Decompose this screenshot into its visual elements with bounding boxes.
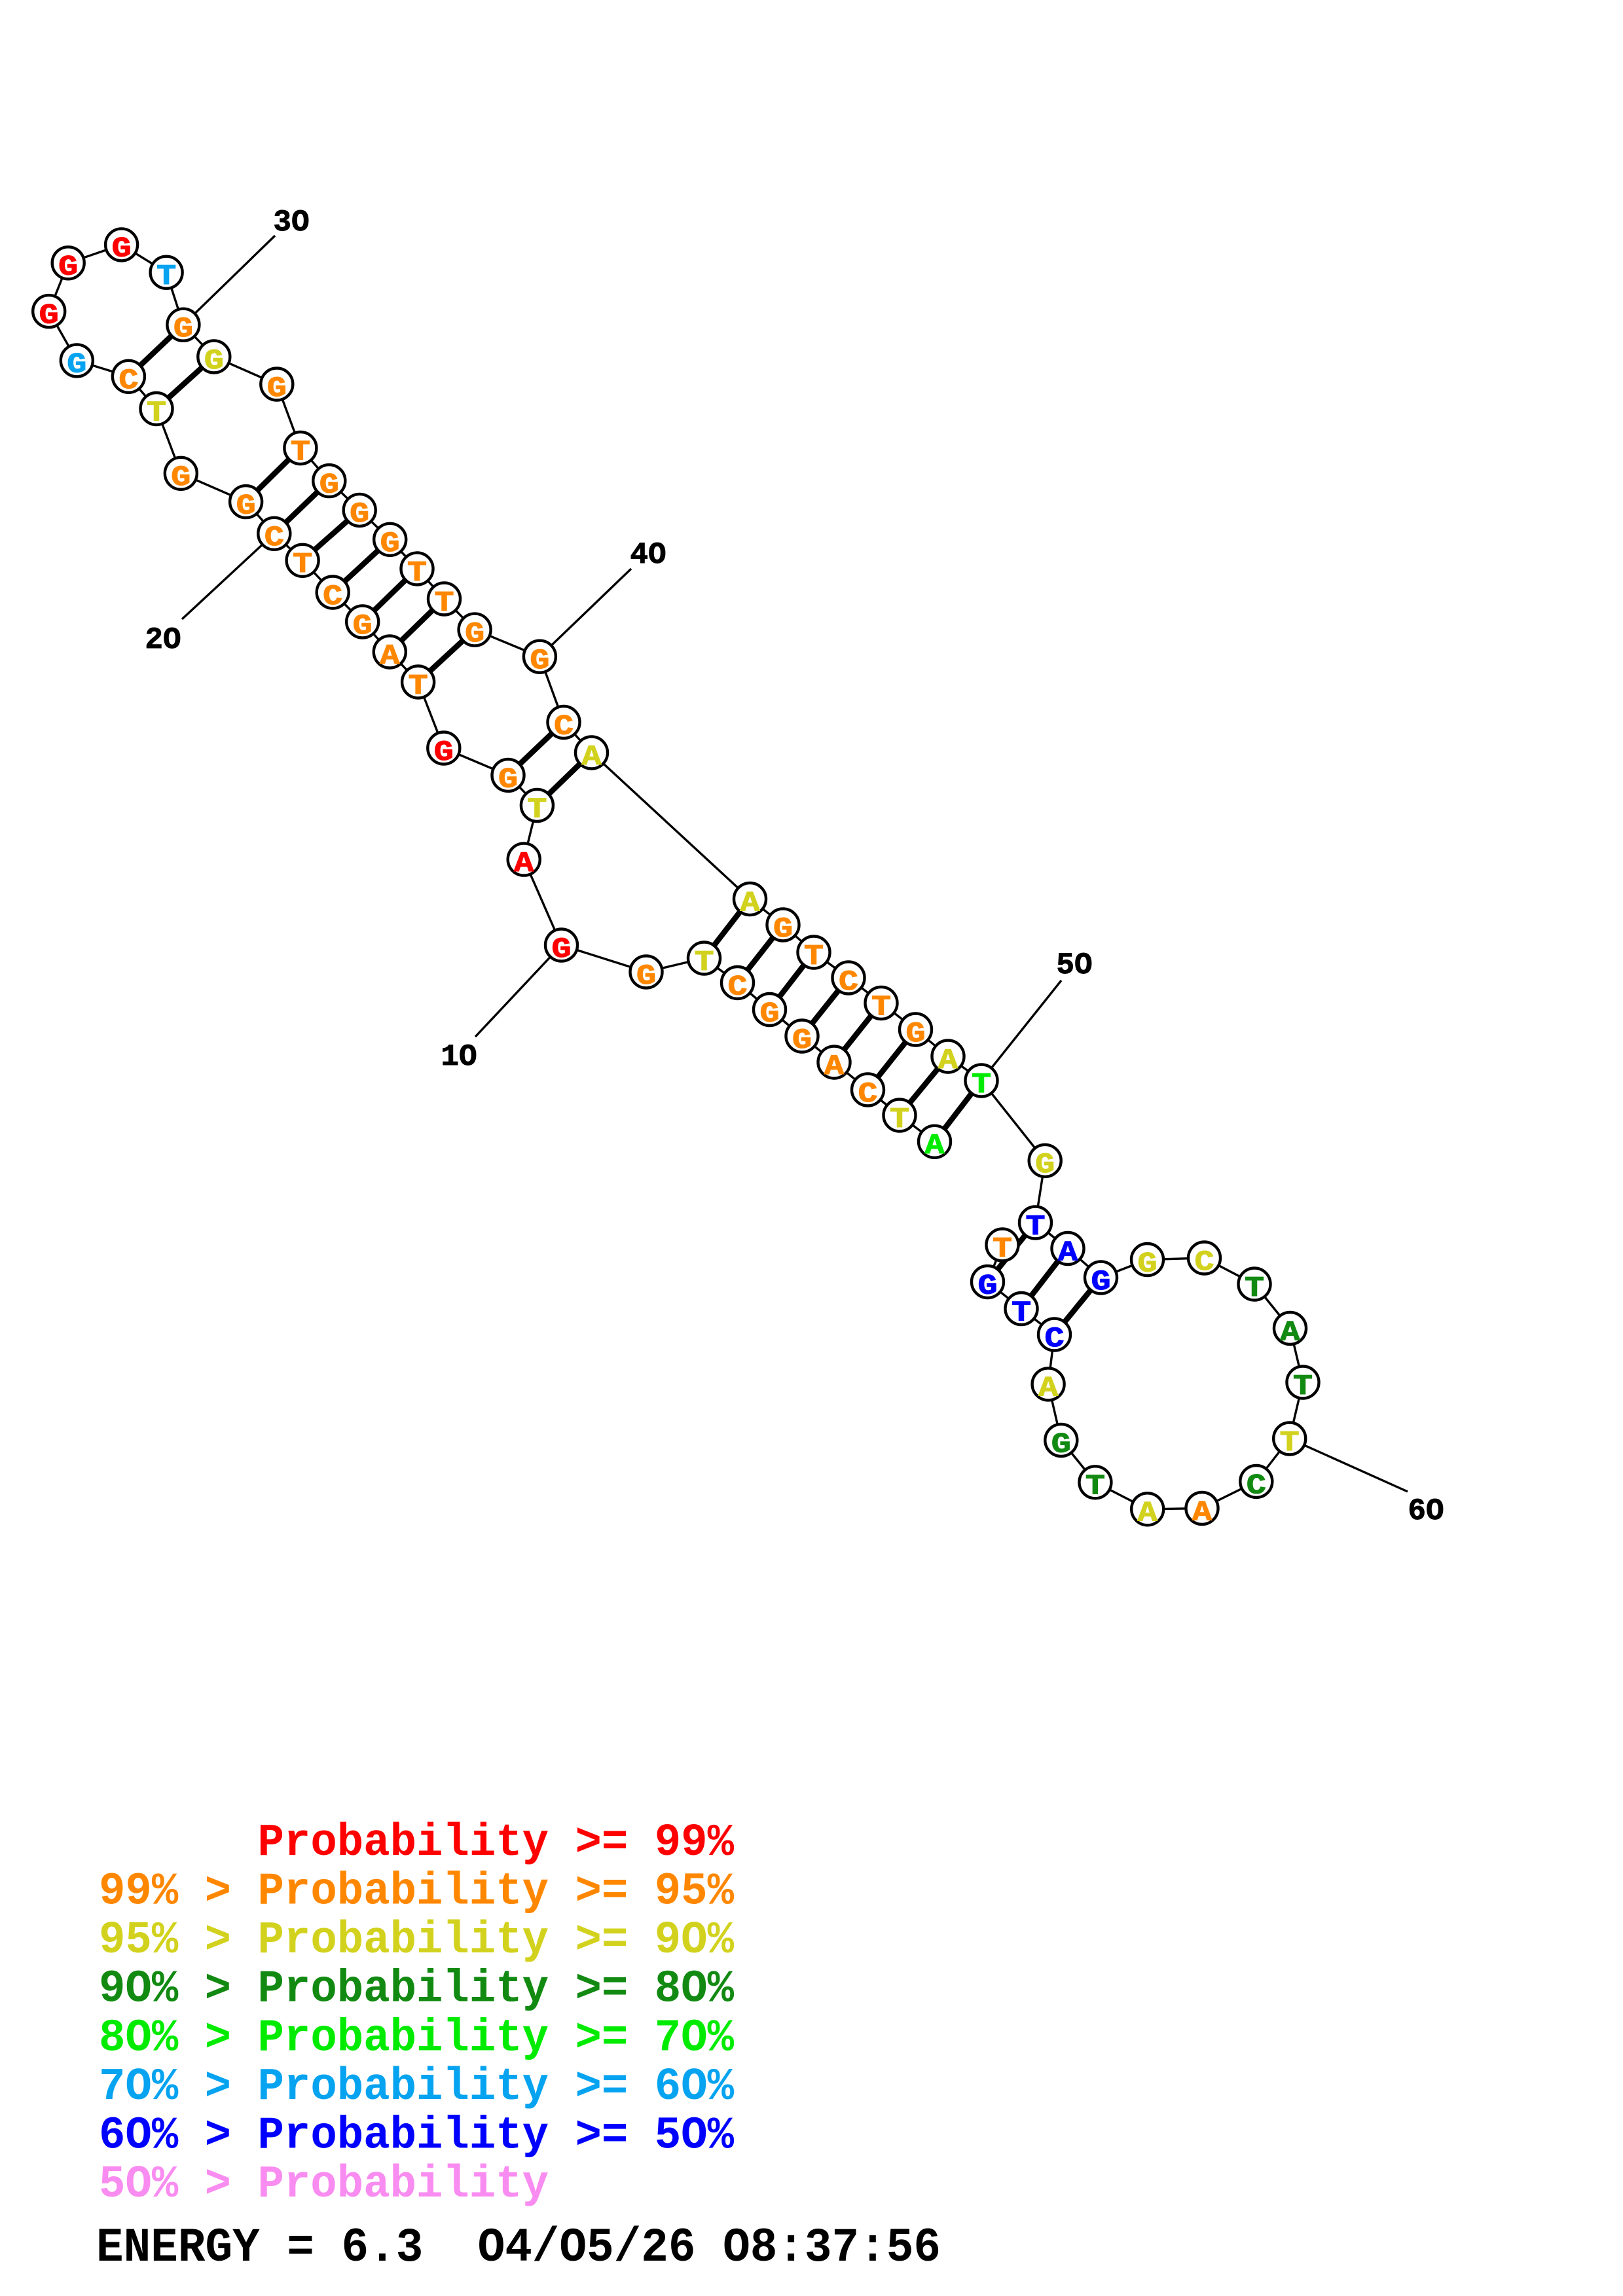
svg-text:3O: 3O [273, 206, 309, 240]
svg-text:8O% > Probability >= 7O%: 8O% > Probability >= 7O% [99, 2013, 735, 2064]
svg-text:T: T [527, 793, 547, 826]
svg-text:G: G [1035, 1149, 1055, 1181]
svg-text:T: T [1280, 1427, 1300, 1460]
svg-text:A: A [925, 1130, 945, 1162]
svg-text:G: G [353, 610, 373, 643]
svg-text:T: T [1085, 1471, 1105, 1503]
svg-text:A: A [1192, 1496, 1213, 1529]
svg-text:A: A [514, 848, 534, 880]
svg-text:T: T [409, 670, 428, 703]
svg-text:G: G [319, 469, 339, 501]
svg-text:G: G [204, 345, 224, 378]
svg-text:C: C [264, 522, 284, 554]
svg-text:99% > Probability >= 95%: 99% > Probability >= 95% [99, 1867, 735, 1918]
svg-text:T: T [1012, 1297, 1031, 1329]
svg-text:T: T [993, 1233, 1012, 1266]
svg-text:9O% > Probability >= 8O%: 9O% > Probability >= 8O% [99, 1964, 735, 2016]
svg-text:G: G [173, 313, 193, 346]
svg-text:T: T [1026, 1211, 1046, 1244]
svg-text:A: A [582, 741, 602, 774]
svg-text:1O: 1O [441, 1040, 477, 1074]
svg-text:G: G [498, 763, 518, 796]
svg-text:G: G [760, 997, 780, 1030]
svg-text:T: T [972, 1069, 991, 1102]
svg-text:T: T [890, 1103, 909, 1136]
svg-text:5O% > Probability: 5O% > Probability [99, 2159, 549, 2211]
svg-text:C: C [1195, 1246, 1214, 1279]
svg-text:A: A [380, 640, 400, 673]
svg-text:T: T [695, 946, 714, 979]
svg-text:2O: 2O [145, 623, 181, 657]
svg-text:C: C [728, 971, 748, 1003]
svg-text:T: T [156, 260, 176, 293]
svg-text:C: C [119, 365, 138, 397]
svg-text:ENERGY = 6.3 O4/O5/26 O8:37:5: ENERGY = 6.3 O4/O5/26 O8:37:56 [96, 2221, 941, 2275]
svg-text:A: A [740, 887, 761, 920]
svg-text:G: G [112, 233, 132, 266]
svg-text:G: G [792, 1024, 812, 1057]
svg-text:6O: 6O [1408, 1494, 1444, 1528]
svg-text:G: G [58, 251, 78, 284]
svg-text:T: T [804, 941, 824, 973]
svg-text:95% > Probability >= 9O%: 95% > Probability >= 9O% [99, 1915, 735, 1967]
svg-text:G: G [171, 461, 191, 494]
svg-text:G: G [530, 645, 549, 677]
svg-text:A: A [1138, 1498, 1158, 1530]
svg-text:G: G [465, 618, 484, 651]
svg-text:G: G [552, 933, 572, 966]
svg-text:G: G [39, 299, 59, 332]
svg-text:G: G [1051, 1428, 1071, 1461]
svg-text:T: T [293, 548, 312, 581]
svg-text:T: T [1293, 1371, 1313, 1403]
svg-text:G: G [1091, 1266, 1111, 1299]
svg-text:C: C [839, 966, 858, 999]
svg-text:T: T [435, 587, 454, 620]
svg-text:4O: 4O [630, 538, 666, 572]
svg-text:T: T [871, 991, 891, 1024]
svg-text:A: A [1281, 1316, 1301, 1349]
svg-text:7O% > Probability >= 6O%: 7O% > Probability >= 6O% [99, 2062, 735, 2113]
svg-text:C: C [1247, 1469, 1266, 1502]
svg-text:C: C [1045, 1323, 1065, 1355]
svg-text:C: C [554, 710, 574, 743]
svg-text:G: G [267, 372, 287, 405]
svg-text:T: T [1245, 1272, 1264, 1305]
svg-text:T: T [407, 557, 427, 590]
svg-text:G: G [978, 1270, 998, 1302]
svg-text:C: C [858, 1078, 878, 1111]
svg-text:6O% > Probability >= 5O%: 6O% > Probability >= 5O% [99, 2110, 735, 2162]
svg-text:G: G [1138, 1247, 1158, 1280]
svg-text:G: G [636, 960, 656, 993]
svg-text:A: A [1058, 1236, 1078, 1269]
svg-text:Probability >= 99%: Probability >= 99% [99, 1818, 735, 1869]
svg-text:G: G [773, 913, 793, 946]
svg-text:5O: 5O [1056, 948, 1092, 982]
svg-text:T: T [291, 436, 310, 469]
svg-text:A: A [1038, 1372, 1059, 1405]
svg-text:G: G [434, 736, 454, 769]
svg-text:G: G [906, 1018, 926, 1050]
svg-text:G: G [67, 349, 86, 382]
svg-text:A: A [824, 1050, 845, 1083]
svg-text:A: A [938, 1045, 958, 1077]
svg-text:C: C [323, 581, 342, 613]
svg-text:T: T [147, 397, 166, 429]
svg-text:G: G [236, 490, 256, 522]
svg-text:G: G [350, 498, 369, 531]
svg-text:G: G [380, 528, 400, 560]
